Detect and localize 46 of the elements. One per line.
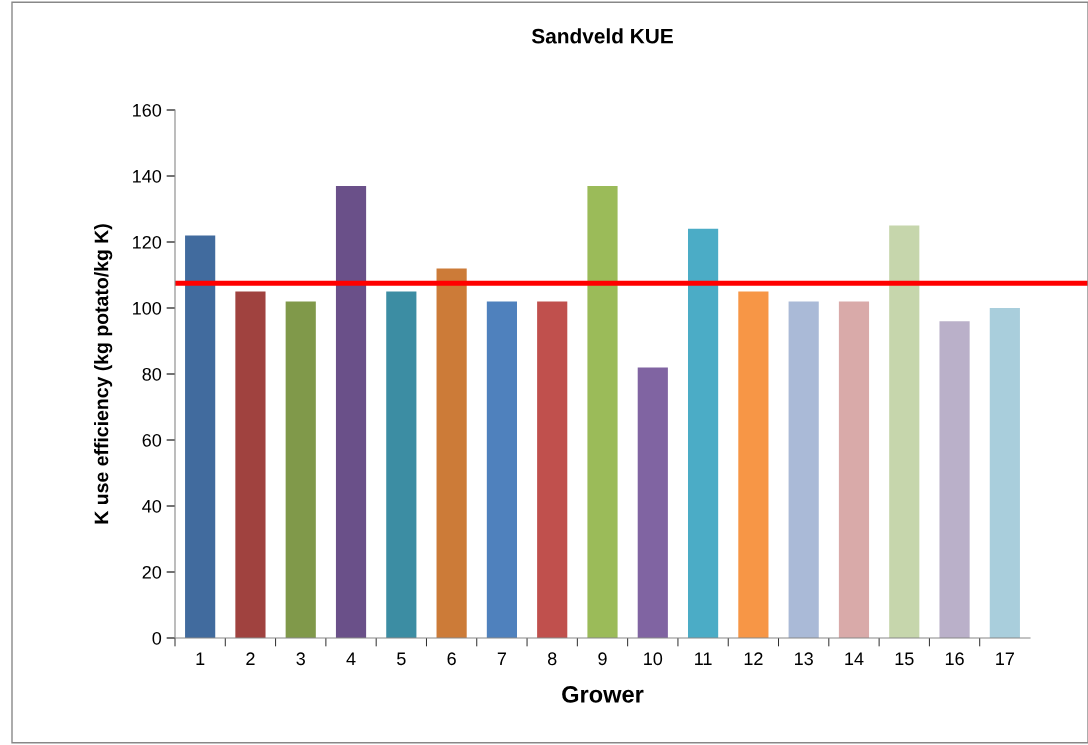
y-tick-label: 20: [142, 565, 162, 579]
x-tick-label: 4: [346, 652, 356, 665]
y-tick-label: 140: [133, 169, 162, 183]
chart-title: Sandveld KUE: [531, 28, 673, 44]
y-tick-label: 120: [133, 235, 162, 249]
y-tick-label: 100: [133, 301, 162, 315]
x-tick-label: 13: [795, 652, 813, 666]
y-tick-label: 40: [142, 499, 162, 513]
x-tick-label: 5: [397, 652, 406, 666]
x-tick-label: 9: [598, 652, 607, 666]
bar: [537, 301, 568, 638]
bar: [738, 291, 769, 638]
y-tick-label: 80: [142, 367, 162, 381]
bar: [637, 367, 668, 638]
bar: [386, 291, 417, 638]
y-tick-label: 0: [152, 631, 162, 645]
x-tick-label: 14: [845, 652, 864, 665]
bar: [838, 301, 870, 638]
bar: [235, 291, 266, 638]
bar: [285, 301, 316, 638]
bar: [788, 301, 819, 638]
x-tick-label: 1: [196, 652, 205, 665]
x-tick-label: 15: [895, 652, 914, 666]
x-tick-label: 8: [547, 652, 557, 666]
y-tick-label: 60: [142, 433, 162, 447]
x-tick-label: 6: [447, 652, 456, 666]
x-tick-label: 17: [996, 652, 1014, 665]
bar: [185, 235, 216, 638]
bar: [436, 268, 467, 638]
x-tick-label: 3: [296, 652, 305, 666]
x-tick-label: 16: [945, 652, 964, 666]
y-tick-label: 160: [133, 103, 162, 117]
bar: [587, 185, 618, 638]
x-tick-label: 12: [744, 652, 763, 665]
x-tick-label: 2: [246, 652, 255, 665]
bar: [939, 321, 970, 638]
y-axis-title: K use efficiency (kg potato/kg K): [94, 224, 113, 524]
bar: [335, 185, 367, 638]
bar: [486, 301, 517, 638]
bar: [889, 225, 920, 638]
bar: [989, 308, 1020, 638]
x-tick-label: 7: [497, 652, 507, 665]
bar: [688, 228, 719, 638]
x-tick-label: 11: [695, 652, 712, 665]
x-tick-label: 10: [644, 652, 663, 666]
x-axis-title: Grower: [562, 686, 644, 703]
